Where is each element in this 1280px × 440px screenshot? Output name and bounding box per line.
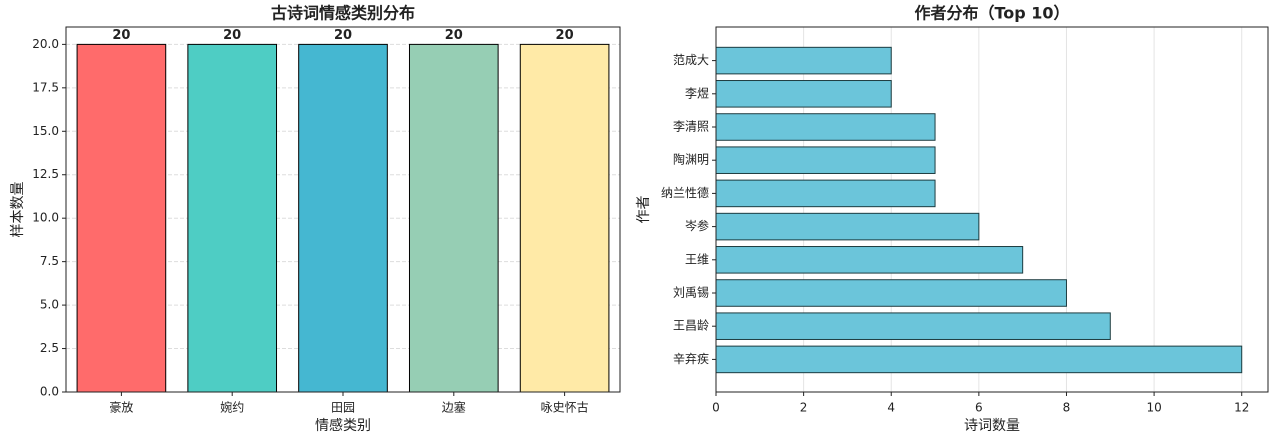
y-tick-label: 纳兰性德 bbox=[661, 185, 709, 200]
y-tick-label: 7.5 bbox=[40, 254, 59, 268]
y-tick-label: 2.5 bbox=[40, 341, 59, 355]
bar bbox=[715, 113, 936, 141]
y-tick-label: 辛弃疾 bbox=[673, 351, 709, 366]
bar bbox=[519, 43, 610, 393]
y-tick-label: 李煜 bbox=[685, 85, 709, 100]
bar bbox=[187, 43, 278, 393]
value-label: 20 bbox=[445, 28, 463, 43]
y-tick-label: 10.0 bbox=[32, 211, 59, 225]
x-tick-label: 2 bbox=[800, 401, 808, 415]
chart-title: 作者分布（Top 10） bbox=[914, 4, 1069, 23]
y-axis-label: 作者 bbox=[636, 196, 652, 224]
bar bbox=[715, 212, 980, 241]
chart-title: 古诗词情感类别分布 bbox=[271, 4, 415, 23]
x-tick-label: 婉约 bbox=[220, 400, 244, 415]
value-label: 20 bbox=[334, 28, 352, 43]
value-label: 20 bbox=[223, 28, 241, 43]
y-tick-label: 20.0 bbox=[32, 37, 59, 51]
bar bbox=[715, 345, 1243, 374]
x-tick-label: 10 bbox=[1146, 401, 1161, 415]
y-tick-label: 范成大 bbox=[673, 53, 709, 67]
value-label: 20 bbox=[112, 28, 130, 43]
x-tick-label: 边塞 bbox=[442, 400, 466, 415]
plot-frame bbox=[65, 26, 621, 393]
x-tick-label: 8 bbox=[1063, 401, 1071, 415]
y-tick-label: 岑参 bbox=[685, 218, 709, 233]
bar bbox=[715, 80, 892, 108]
x-tick-label: 咏史怀古 bbox=[541, 400, 589, 415]
y-tick-label: 0.0 bbox=[40, 385, 59, 399]
bar bbox=[715, 312, 1111, 340]
bar bbox=[298, 43, 388, 393]
value-label: 20 bbox=[556, 28, 574, 43]
x-tick-label: 6 bbox=[975, 401, 983, 415]
bar bbox=[715, 179, 936, 208]
bar bbox=[715, 279, 1067, 307]
bar bbox=[408, 43, 499, 393]
y-tick-label: 12.5 bbox=[32, 167, 59, 181]
y-tick-label: 王昌龄 bbox=[673, 319, 709, 333]
x-tick-label: 4 bbox=[887, 401, 895, 415]
y-tick-label: 李清照 bbox=[673, 119, 709, 134]
y-tick-label: 陶渊明 bbox=[673, 152, 709, 167]
y-tick-label: 5.0 bbox=[40, 298, 59, 312]
y-tick-label: 15.0 bbox=[32, 124, 59, 138]
y-tick-label: 17.5 bbox=[32, 80, 59, 94]
x-tick-label: 田园 bbox=[331, 401, 355, 415]
y-tick-label: 王维 bbox=[685, 252, 709, 266]
plot-frame bbox=[715, 26, 1269, 393]
bar bbox=[715, 246, 1024, 274]
x-axis-label: 情感类别 bbox=[315, 417, 371, 434]
x-axis-label: 诗词数量 bbox=[964, 418, 1020, 434]
bar bbox=[76, 43, 167, 393]
x-tick-label: 12 bbox=[1234, 401, 1249, 415]
bar bbox=[715, 46, 892, 75]
x-tick-label: 0 bbox=[712, 401, 720, 415]
y-tick-label: 刘禹锡 bbox=[673, 285, 709, 300]
y-axis-label: 样本数量 bbox=[10, 182, 26, 238]
x-tick-label: 豪放 bbox=[109, 400, 133, 415]
bar bbox=[715, 146, 936, 174]
